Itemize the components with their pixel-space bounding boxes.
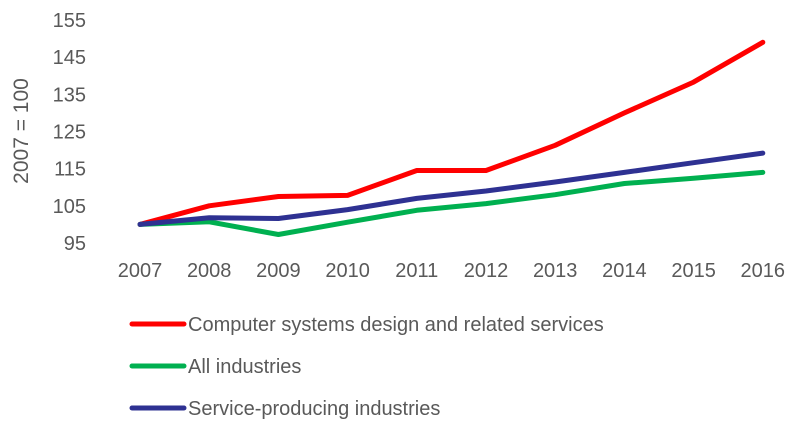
series-line-2 [137,169,766,237]
y-tick-label: 145 [53,47,86,69]
legend-label: Computer systems design and related serv… [188,314,604,336]
y-axis-title-group: 2007 = 100 [10,78,33,184]
legend: Computer systems design and related serv… [129,314,604,420]
y-tick-label: 105 [53,196,86,218]
x-tick-label: 2013 [533,260,578,282]
series-line-3 [137,150,766,227]
legend-label: Service-producing industries [188,398,440,420]
x-tick-label: 2010 [325,260,370,282]
legend-item: Service-producing industries [129,398,440,420]
legend-label: All industries [188,356,301,378]
series-line-1 [137,39,766,227]
y-axis-ticks: 95 105 115 125 135 145 155 [53,10,86,255]
x-tick-label: 2009 [256,260,301,282]
legend-item: All industries [129,356,301,378]
y-tick-label: 95 [64,233,86,255]
y-tick-label: 125 [53,122,86,144]
series-lines [137,39,766,237]
x-tick-label: 2016 [741,260,786,282]
x-tick-label: 2007 [118,260,163,282]
x-tick-label: 2012 [464,260,509,282]
x-axis-ticks: 2007 2008 2009 2010 2011 2012 2013 2014 2015 2016 [118,260,785,282]
y-tick-label: 115 [54,159,86,181]
x-tick-label: 2014 [602,260,647,282]
y-axis-title: 2007 = 100 [10,78,33,184]
y-tick-label: 135 [53,84,86,106]
x-tick-label: 2008 [187,260,232,282]
x-tick-label: 2015 [671,260,716,282]
x-tick-label: 2011 [395,260,438,282]
legend-item: Computer systems design and related serv… [129,314,604,336]
y-tick-label: 155 [53,10,86,32]
